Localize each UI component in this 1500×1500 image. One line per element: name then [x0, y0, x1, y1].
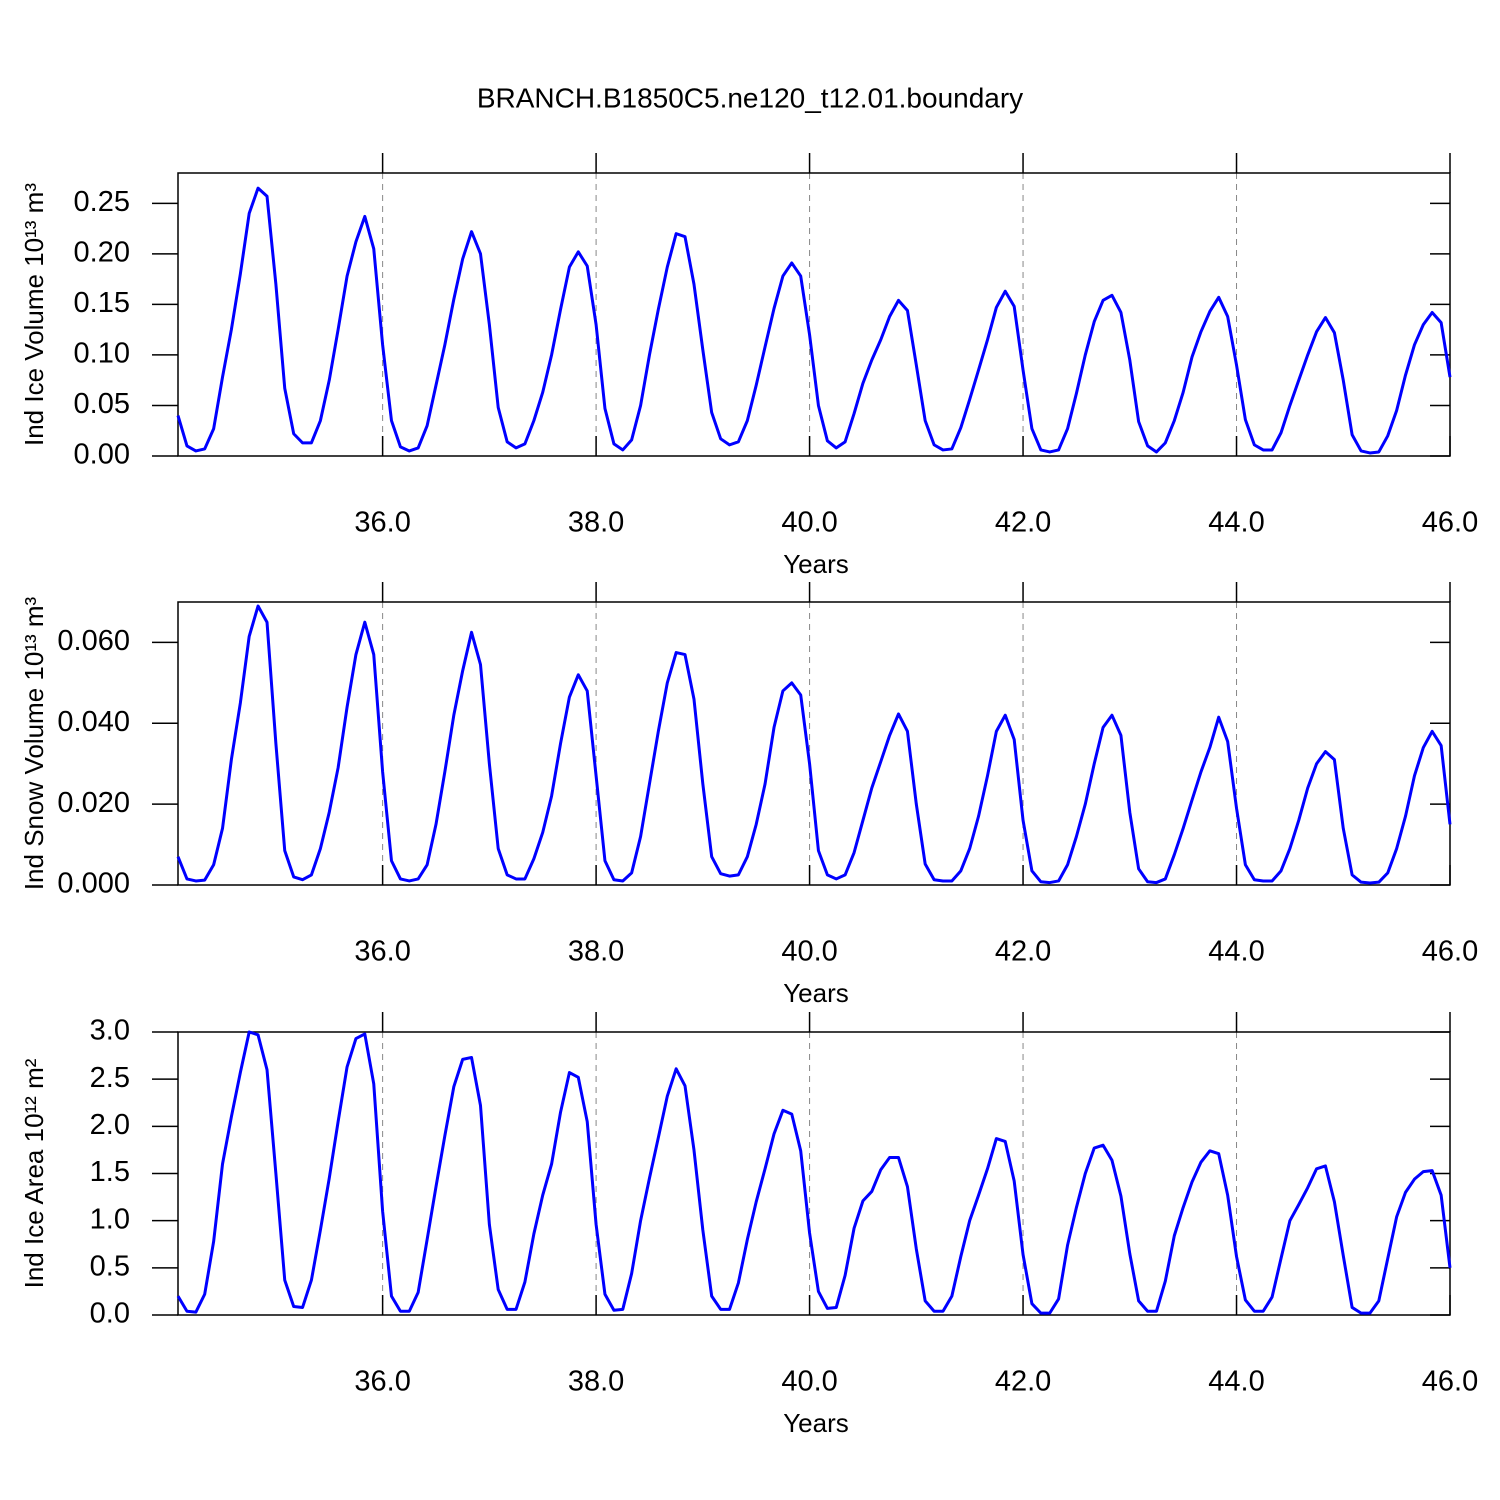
x-tick-label: 46.0	[1422, 507, 1478, 539]
plot-frame	[177, 172, 1451, 457]
y-tick-label: 0.060	[57, 625, 130, 657]
plot-frame	[177, 1031, 1451, 1316]
y-tick-label: 0.20	[74, 237, 130, 269]
y-tick-label: 0.10	[74, 338, 130, 370]
x-tick-label: 42.0	[995, 1366, 1051, 1398]
x-tick-label: 38.0	[568, 936, 624, 968]
x-tick-label: 44.0	[1208, 507, 1264, 539]
x-tick-label: 44.0	[1208, 1366, 1264, 1398]
y-tick-label: 3.0	[90, 1015, 130, 1047]
data-line	[176, 1030, 1452, 1315]
x-tick-label: 42.0	[995, 507, 1051, 539]
y-axis-label: Ind Snow Volume 10¹³ m³	[19, 596, 49, 890]
x-axis-label: Years	[783, 1408, 849, 1438]
y-axis-label: Ind Ice Area 10¹² m²	[19, 1058, 49, 1288]
y-tick-label: 0.05	[74, 388, 130, 420]
x-tick-label: 38.0	[568, 1366, 624, 1398]
x-tick-label: 46.0	[1422, 936, 1478, 968]
plot-frame	[177, 601, 1451, 886]
y-tick-label: 0.020	[57, 787, 130, 819]
data-line	[176, 604, 1452, 885]
x-tick-label: 36.0	[354, 1366, 410, 1398]
x-axis-label: Years	[783, 549, 849, 579]
y-tick-label: 2.0	[90, 1109, 130, 1141]
y-tick-label: 0.040	[57, 706, 130, 738]
x-tick-label: 40.0	[781, 1366, 837, 1398]
x-tick-label: 38.0	[568, 507, 624, 539]
y-tick-label: 2.5	[90, 1062, 130, 1094]
x-axis-label: Years	[783, 978, 849, 1008]
y-tick-label: 1.0	[90, 1203, 130, 1235]
y-tick-label: 0.15	[74, 287, 130, 319]
y-tick-label: 1.5	[90, 1156, 130, 1188]
y-tick-label: 0.000	[57, 868, 130, 900]
x-tick-label: 46.0	[1422, 1366, 1478, 1398]
x-tick-label: 36.0	[354, 507, 410, 539]
y-axis-label: Ind Ice Volume 10¹³ m³	[19, 183, 49, 446]
y-tick-label: 0.0	[90, 1298, 130, 1330]
x-tick-label: 40.0	[781, 507, 837, 539]
x-tick-label: 36.0	[354, 936, 410, 968]
x-tick-label: 42.0	[995, 936, 1051, 968]
x-tick-label: 40.0	[781, 936, 837, 968]
figure-title: BRANCH.B1850C5.ne120_t12.01.boundary	[477, 82, 1023, 113]
y-tick-label: 0.25	[74, 186, 130, 218]
x-tick-label: 44.0	[1208, 936, 1264, 968]
y-tick-label: 0.00	[74, 439, 130, 471]
data-line	[176, 186, 1452, 455]
y-tick-label: 0.5	[90, 1250, 130, 1282]
